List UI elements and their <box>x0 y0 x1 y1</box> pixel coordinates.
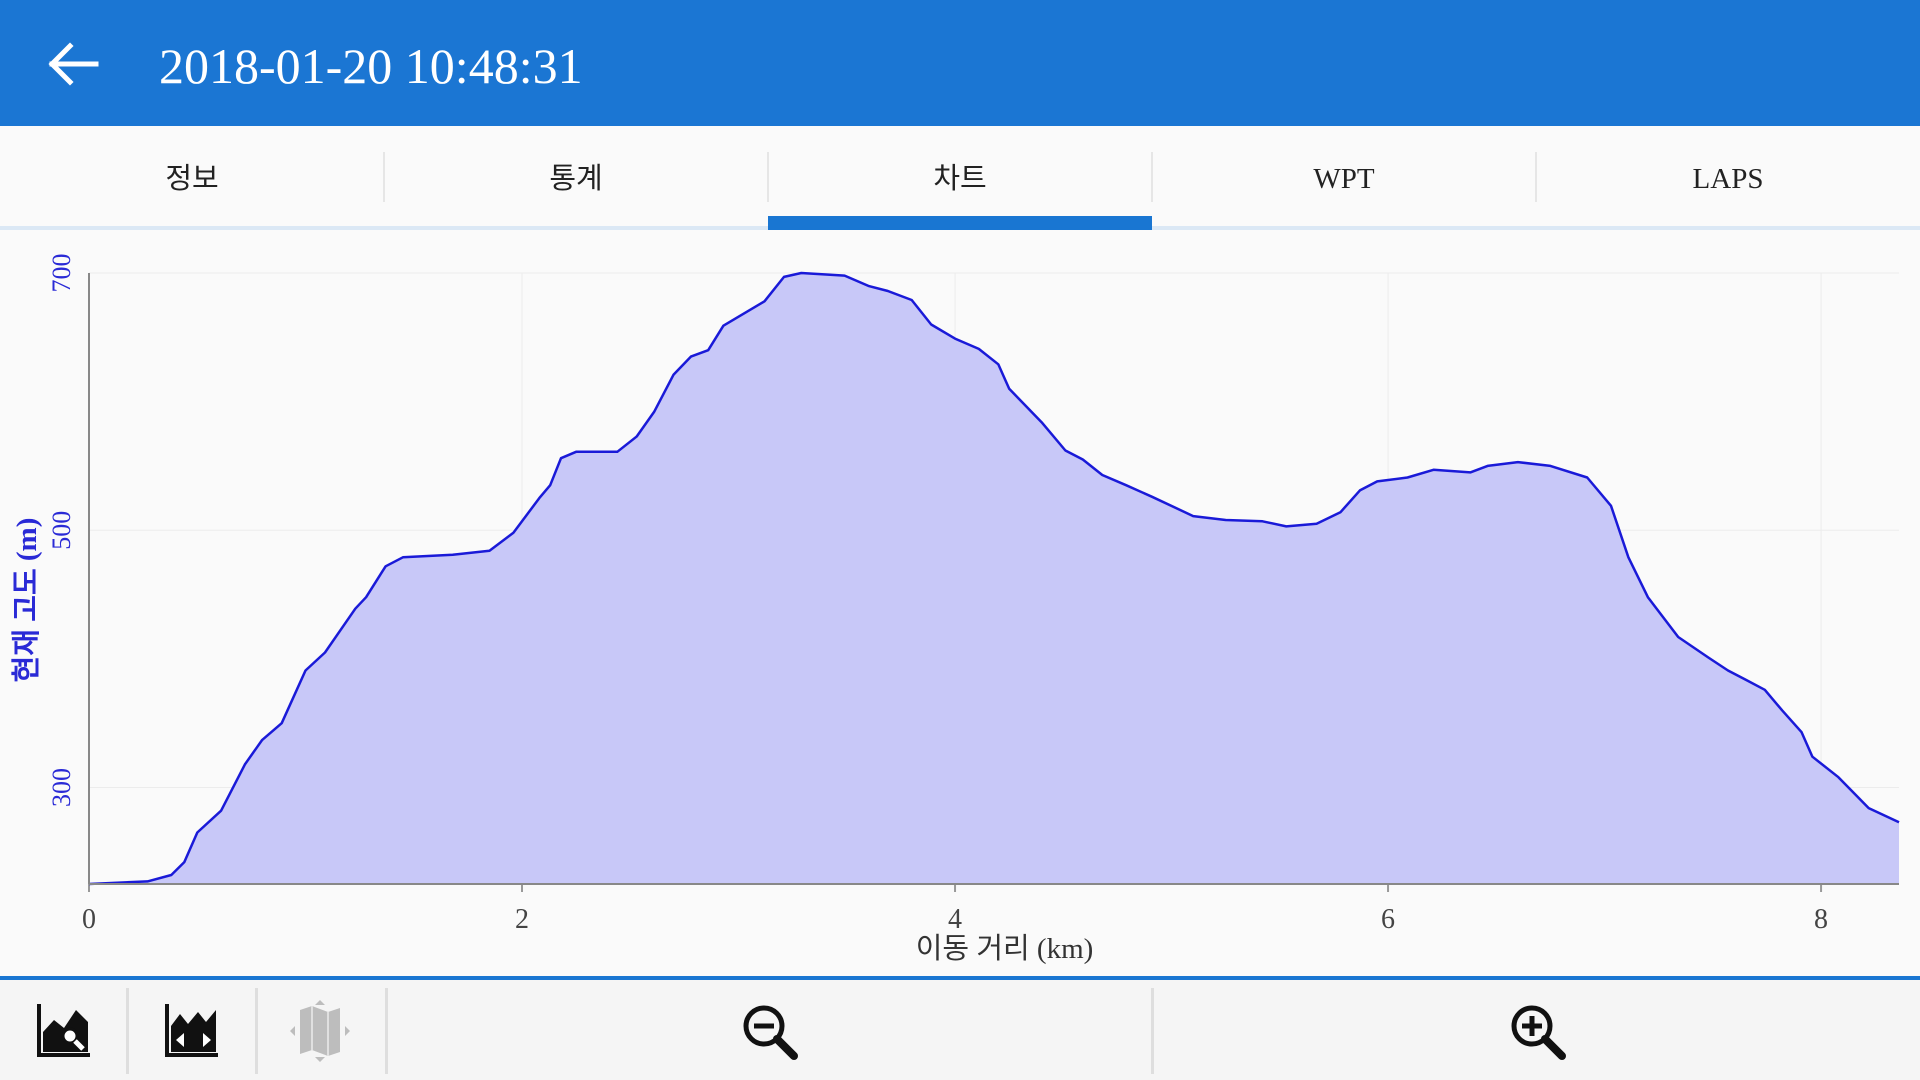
chart-icon-b[interactable] <box>164 1002 220 1058</box>
chart: 300 500 700 0 2 4 6 8 이동 거리 (km) 현재 고도 (m) <box>10 254 1900 965</box>
tab[interactable]: 차트 <box>933 163 987 195</box>
elevation-line <box>88 271 1900 886</box>
x-tick-label: 8 <box>1814 904 1828 935</box>
back-button[interactable] <box>48 40 100 88</box>
title: 2018-01-20 10:48:31 <box>159 38 583 94</box>
selected-tab-indicator <box>768 216 1152 230</box>
zoom-out-button[interactable] <box>740 1002 800 1062</box>
y-tick-label: 500 <box>47 511 76 550</box>
tab[interactable]: WPT <box>1313 163 1375 195</box>
chart-icon-a[interactable] <box>36 1002 92 1058</box>
tab[interactable]: LAPS <box>1692 163 1764 195</box>
tab-separator <box>1535 152 1537 202</box>
tab-separator <box>383 152 385 202</box>
x-axis-label: 이동 거리 (km) <box>916 933 1094 965</box>
toolbar-separator <box>385 988 388 1074</box>
toolbar-separator <box>126 988 129 1074</box>
app-bar: 2018-01-20 10:48:31 <box>0 0 1920 126</box>
y-tick-label: 300 <box>47 768 76 807</box>
y-axis-label: 현재 고도 (m) <box>10 518 43 683</box>
elevation-area <box>89 273 1899 884</box>
tab-bar: 정보 통계 차트 WPT LAPS <box>0 126 1920 230</box>
x-tick-label: 0 <box>82 904 96 935</box>
tab[interactable]: 통계 <box>549 163 603 195</box>
zoom-in-button[interactable] <box>1508 1002 1568 1062</box>
toolbar <box>0 976 1920 1080</box>
x-tick-label: 6 <box>1381 904 1395 935</box>
tab-separator <box>767 152 769 202</box>
tab[interactable]: 정보 <box>165 163 219 195</box>
y-tick-label: 700 <box>47 254 76 293</box>
tab-separator <box>1151 152 1153 202</box>
x-tick-label: 2 <box>515 904 529 935</box>
toolbar-separator <box>1151 988 1154 1074</box>
map-icon[interactable] <box>290 1000 350 1062</box>
x-tick-label: 4 <box>948 904 962 935</box>
toolbar-separator <box>255 988 258 1074</box>
